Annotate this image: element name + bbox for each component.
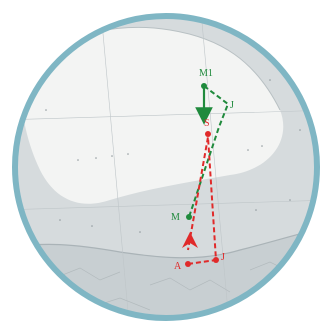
red-route-path: [187, 136, 218, 265]
green-route: M1 J M: [171, 68, 234, 223]
red-turn-marker: [213, 257, 219, 263]
coastline: [15, 225, 317, 259]
green-end-label: M: [171, 212, 180, 223]
red-start-label: A: [174, 261, 182, 272]
map-frame: [12, 13, 320, 321]
soundings: [45, 79, 301, 233]
red-route-arrow-head: [182, 232, 198, 248]
red-top-label: S: [204, 118, 210, 129]
red-turn-label: J: [221, 252, 225, 263]
green-end-marker: [186, 214, 192, 220]
green-turn-label: J: [230, 100, 234, 111]
green-start-label: M1: [199, 68, 213, 79]
red-route: S J A: [174, 118, 225, 272]
red-top-marker: [205, 131, 211, 137]
red-start-marker: [185, 261, 191, 267]
green-route-path: [188, 85, 230, 218]
green-start-marker: [201, 83, 207, 89]
